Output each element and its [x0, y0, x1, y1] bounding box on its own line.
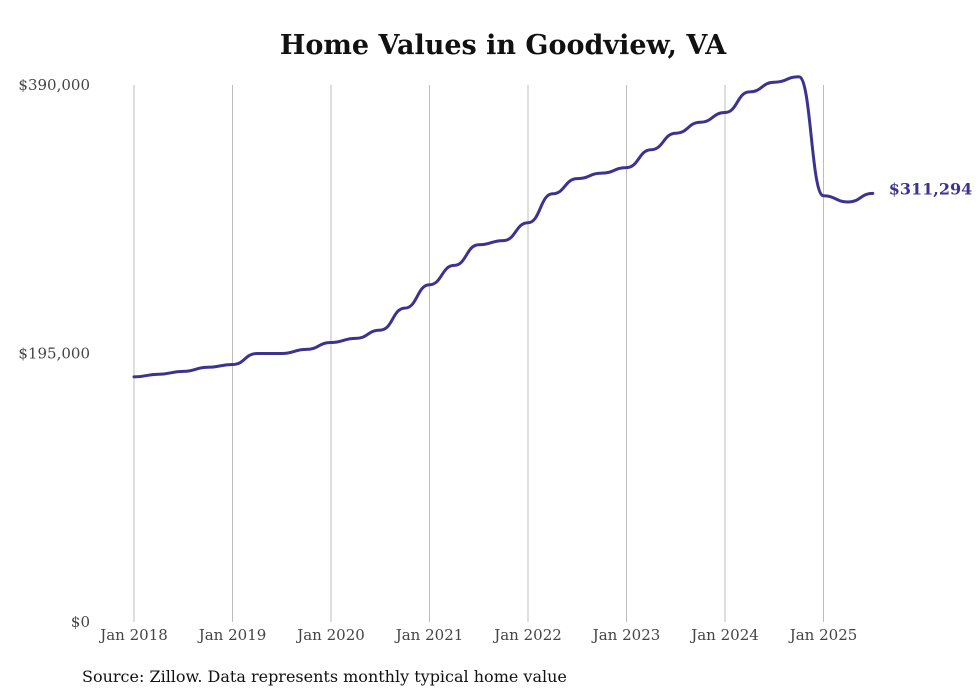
y-axis-ticks: $0 $195,000 $390,000	[18, 76, 90, 631]
gridlines	[133, 85, 824, 622]
x-tick-label: Jan 2022	[492, 626, 562, 644]
chart-title: Home Values in Goodview, VA	[279, 30, 727, 61]
x-tick-label: Jan 2024	[689, 626, 759, 644]
y-tick-label: $390,000	[18, 76, 90, 94]
source-note: Source: Zillow. Data represents monthly …	[82, 667, 567, 686]
x-tick-label: Jan 2021	[394, 626, 464, 644]
x-tick-label: Jan 2025	[788, 626, 858, 644]
y-tick-label: $0	[71, 613, 90, 631]
x-tick-label: Jan 2019	[197, 626, 267, 644]
x-tick-label: Jan 2020	[295, 626, 365, 644]
x-tick-label: Jan 2018	[98, 626, 168, 644]
x-axis-ticks: Jan 2018 Jan 2019 Jan 2020 Jan 2021 Jan 2022…	[98, 626, 857, 644]
y-tick-label: $195,000	[18, 345, 90, 363]
end-value-label: $311,294	[889, 179, 973, 198]
x-tick-label: Jan 2023	[591, 626, 661, 644]
series-line	[132, 75, 875, 379]
line-chart: $0$195,000$390,000 Jan 2018 Jan 2019 Jan 2…	[18, 75, 973, 644]
